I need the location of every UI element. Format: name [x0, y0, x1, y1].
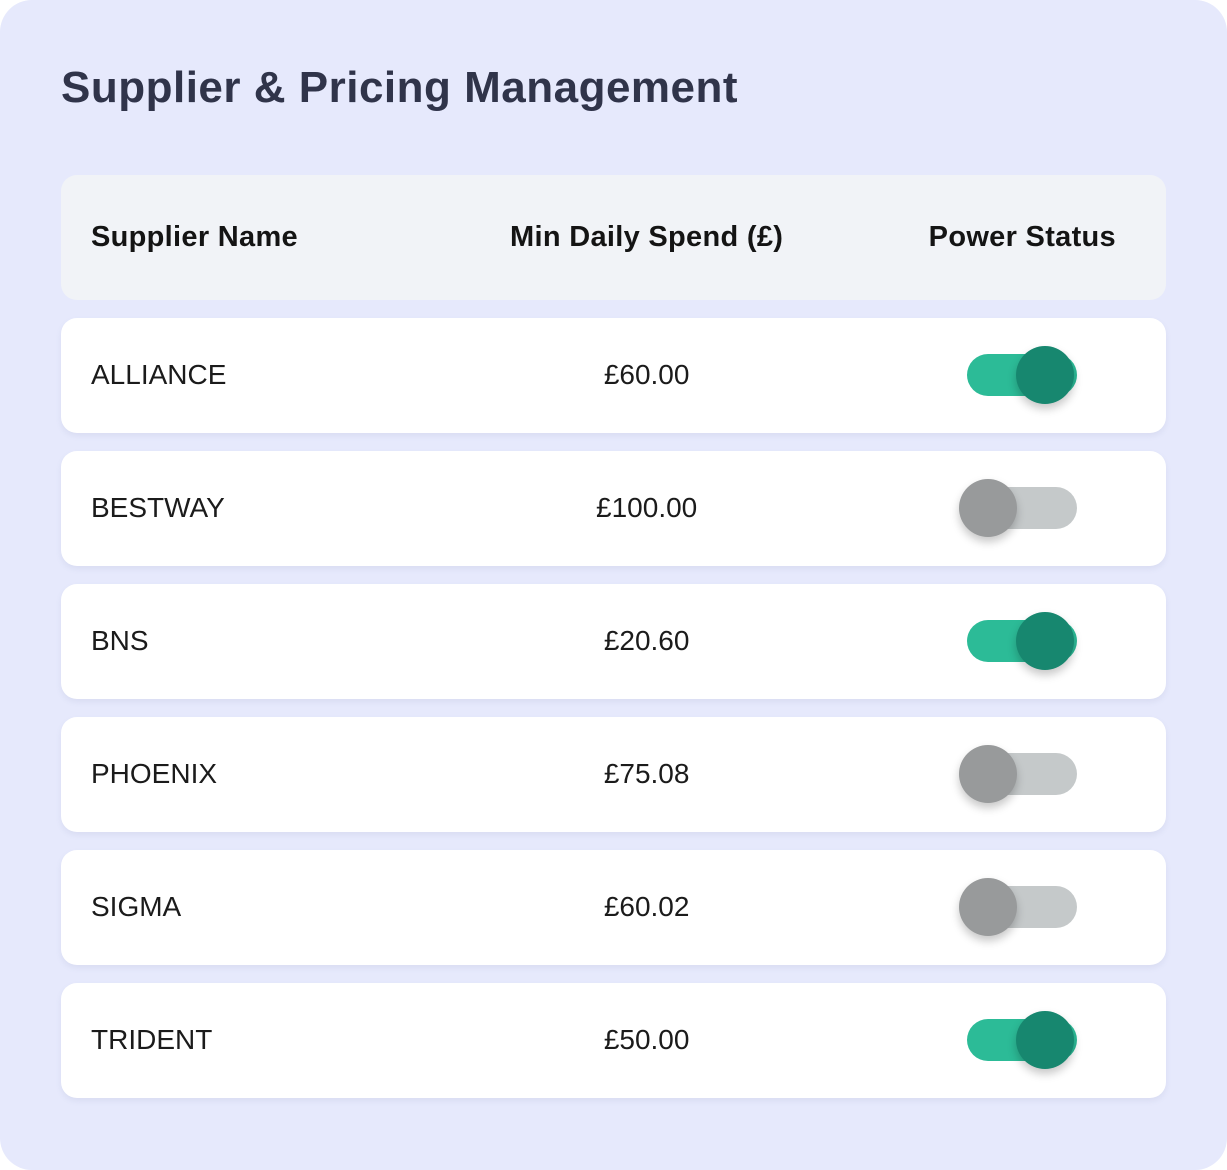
supplier-name-cell: BNS	[91, 625, 149, 657]
supplier-name-cell: BESTWAY	[91, 492, 225, 524]
power-toggle[interactable]	[967, 612, 1078, 671]
column-header-power-status: Power Status	[928, 220, 1116, 253]
min-daily-spend-cell: £50.00	[603, 1024, 690, 1056]
supplier-name-cell: SIGMA	[91, 891, 182, 923]
supplier-name-cell: ALLIANCE	[91, 359, 227, 391]
power-status-cell	[879, 745, 1166, 804]
table-row: TRIDENT £50.00	[61, 982, 1166, 1098]
power-toggle[interactable]	[967, 1011, 1078, 1070]
supplier-rows-list: ALLIANCE £60.00 BESTWAY £100.00 BNS £20.…	[61, 317, 1166, 1098]
power-status-cell	[879, 346, 1166, 405]
min-daily-spend-cell: £60.00	[603, 359, 690, 391]
column-header-supplier-name: Supplier Name	[91, 220, 298, 253]
power-toggle[interactable]	[959, 745, 1078, 804]
page-title: Supplier & Pricing Management	[61, 63, 739, 112]
toggle-knob-icon	[959, 878, 1018, 937]
table-row: ALLIANCE £60.00	[61, 317, 1166, 433]
table-row: SIGMA £60.02	[61, 849, 1166, 965]
power-status-cell	[879, 479, 1166, 538]
power-status-cell	[879, 1011, 1166, 1070]
power-toggle[interactable]	[959, 479, 1078, 538]
power-toggle[interactable]	[967, 346, 1078, 405]
toggle-knob-icon	[959, 479, 1018, 538]
power-toggle[interactable]	[959, 878, 1078, 937]
toggle-knob-icon	[959, 745, 1018, 804]
table-row: PHOENIX £75.08	[61, 716, 1166, 832]
supplier-name-cell: PHOENIX	[91, 758, 218, 790]
min-daily-spend-cell: £60.02	[603, 891, 690, 923]
toggle-knob-icon	[1016, 1011, 1075, 1070]
table-header-row: Supplier Name Min Daily Spend (£) Power …	[61, 174, 1166, 300]
min-daily-spend-cell: £20.60	[603, 625, 690, 657]
table-row: BESTWAY £100.00	[61, 450, 1166, 566]
min-daily-spend-cell: £100.00	[596, 492, 698, 524]
supplier-name-cell: TRIDENT	[91, 1024, 213, 1056]
power-status-cell	[879, 612, 1166, 671]
column-header-min-daily-spend: Min Daily Spend (£)	[510, 220, 784, 253]
toggle-knob-icon	[1016, 612, 1075, 671]
power-status-cell	[879, 878, 1166, 937]
toggle-knob-icon	[1016, 346, 1075, 405]
table-row: BNS £20.60	[61, 583, 1166, 699]
min-daily-spend-cell: £75.08	[603, 758, 690, 790]
